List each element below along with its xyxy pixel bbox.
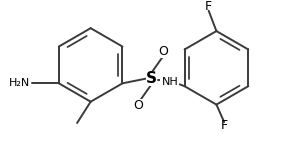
Text: O: O [133, 99, 143, 112]
Text: F: F [221, 119, 228, 132]
Text: S: S [146, 71, 157, 86]
Text: F: F [205, 0, 212, 13]
Text: H₂N: H₂N [8, 78, 30, 88]
Text: NH: NH [161, 77, 178, 87]
Text: O: O [158, 45, 168, 58]
